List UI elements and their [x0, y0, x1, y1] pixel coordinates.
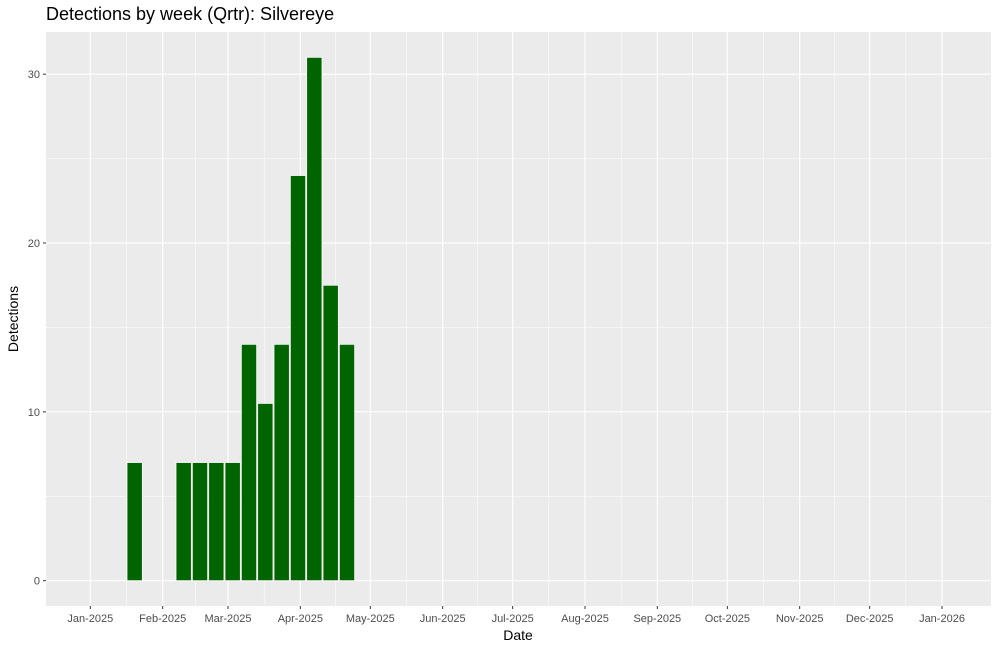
x-tick-label: Aug-2025 — [561, 613, 609, 625]
bar — [191, 462, 209, 582]
bar — [273, 343, 290, 582]
bar — [208, 462, 225, 582]
x-axis-title: Date — [503, 627, 533, 643]
bars-group — [126, 56, 356, 582]
bar — [257, 403, 274, 582]
major-gridlines — [46, 32, 991, 606]
y-tick-label: 20 — [28, 238, 40, 250]
bar — [224, 462, 241, 582]
bar — [289, 175, 307, 582]
y-tick-label: 10 — [28, 407, 40, 419]
x-tick-label: Jan-2025 — [67, 613, 113, 625]
x-tick-label: Jul-2025 — [492, 613, 534, 625]
y-axis: 0 10 20 30 — [28, 69, 46, 588]
y-tick-label: 30 — [28, 69, 40, 81]
bar — [240, 343, 258, 582]
x-tick-label: Dec-2025 — [846, 613, 894, 625]
x-tick-label: Oct-2025 — [705, 613, 750, 625]
chart-title: Detections by week (Qrtr): Silvereye — [46, 4, 335, 24]
y-tick-label: 0 — [34, 576, 40, 588]
x-tick-label: Mar-2025 — [204, 613, 251, 625]
bar — [338, 343, 356, 582]
bar — [175, 462, 192, 582]
bar — [126, 462, 143, 582]
x-tick-label: Feb-2025 — [139, 613, 186, 625]
x-axis: Jan-2025 Feb-2025 Mar-2025 Apr-2025 May-2025… — [67, 606, 965, 625]
x-tick-label: Apr-2025 — [278, 613, 323, 625]
x-tick-label: Jun-2025 — [420, 613, 466, 625]
minor-gridlines — [46, 32, 991, 606]
y-axis-title: Detections — [5, 286, 21, 352]
x-tick-label: May-2025 — [346, 613, 395, 625]
x-tick-label: Sep-2025 — [633, 613, 681, 625]
x-tick-label: Jan-2026 — [919, 613, 965, 625]
bar — [306, 56, 323, 582]
x-tick-label: Nov-2025 — [776, 613, 824, 625]
bar — [322, 284, 339, 582]
